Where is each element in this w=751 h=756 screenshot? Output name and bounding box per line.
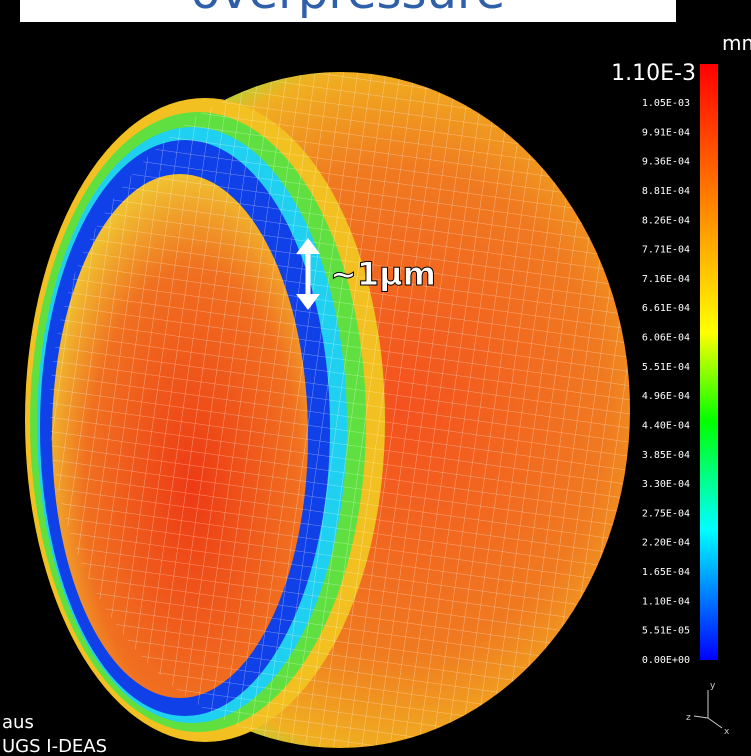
legend-labels: 1.05E-03 9.91E-04 9.36E-04 8.81E-04 8.26E-04… bbox=[642, 98, 690, 666]
fea-model bbox=[0, 60, 680, 756]
legend-label: 4.40E-04 bbox=[642, 420, 690, 431]
legend-label: 1.10E-04 bbox=[642, 596, 690, 607]
legend-label: 6.61E-04 bbox=[642, 303, 690, 314]
legend-label: 3.85E-04 bbox=[642, 450, 690, 461]
legend-max: 1.10E-3 bbox=[611, 61, 696, 86]
legend-label: 2.20E-04 bbox=[642, 538, 690, 549]
triad-label: y bbox=[710, 681, 716, 691]
screen: overpressure ~1µm mm 1.10E-3 1.05E-03 9.9… bbox=[0, 0, 751, 756]
legend-label: 0.00E+00 bbox=[642, 655, 690, 666]
title: overpressure bbox=[191, 0, 505, 20]
legend-label: 6.06E-04 bbox=[642, 333, 690, 344]
legend-label: 5.51E-05 bbox=[642, 626, 690, 637]
legend-label: 7.16E-04 bbox=[642, 274, 690, 285]
legend-label: 5.51E-04 bbox=[642, 362, 690, 373]
legend-label: 3.30E-04 bbox=[642, 479, 690, 490]
annotation: ~1µm bbox=[330, 255, 436, 293]
legend-bar bbox=[700, 64, 718, 660]
legend-label: 1.05E-03 bbox=[642, 98, 690, 109]
triad bbox=[694, 690, 722, 728]
legend-label: 9.36E-04 bbox=[642, 157, 690, 168]
legend-label: 8.81E-04 bbox=[642, 186, 690, 197]
legend-label: 9.91E-04 bbox=[642, 127, 690, 138]
footer-line: aus bbox=[2, 712, 34, 733]
legend-unit: mm bbox=[722, 31, 751, 55]
legend-label: 2.75E-04 bbox=[642, 508, 690, 519]
legend-label: 7.71E-04 bbox=[642, 245, 690, 256]
legend-label: 4.96E-04 bbox=[642, 391, 690, 402]
triad-label: z bbox=[686, 713, 691, 723]
triad-label: x bbox=[724, 727, 730, 737]
legend-label: 1.65E-04 bbox=[642, 567, 690, 578]
legend-label: 8.26E-04 bbox=[642, 215, 690, 226]
footer-line: UGS I-DEAS bbox=[2, 736, 107, 756]
